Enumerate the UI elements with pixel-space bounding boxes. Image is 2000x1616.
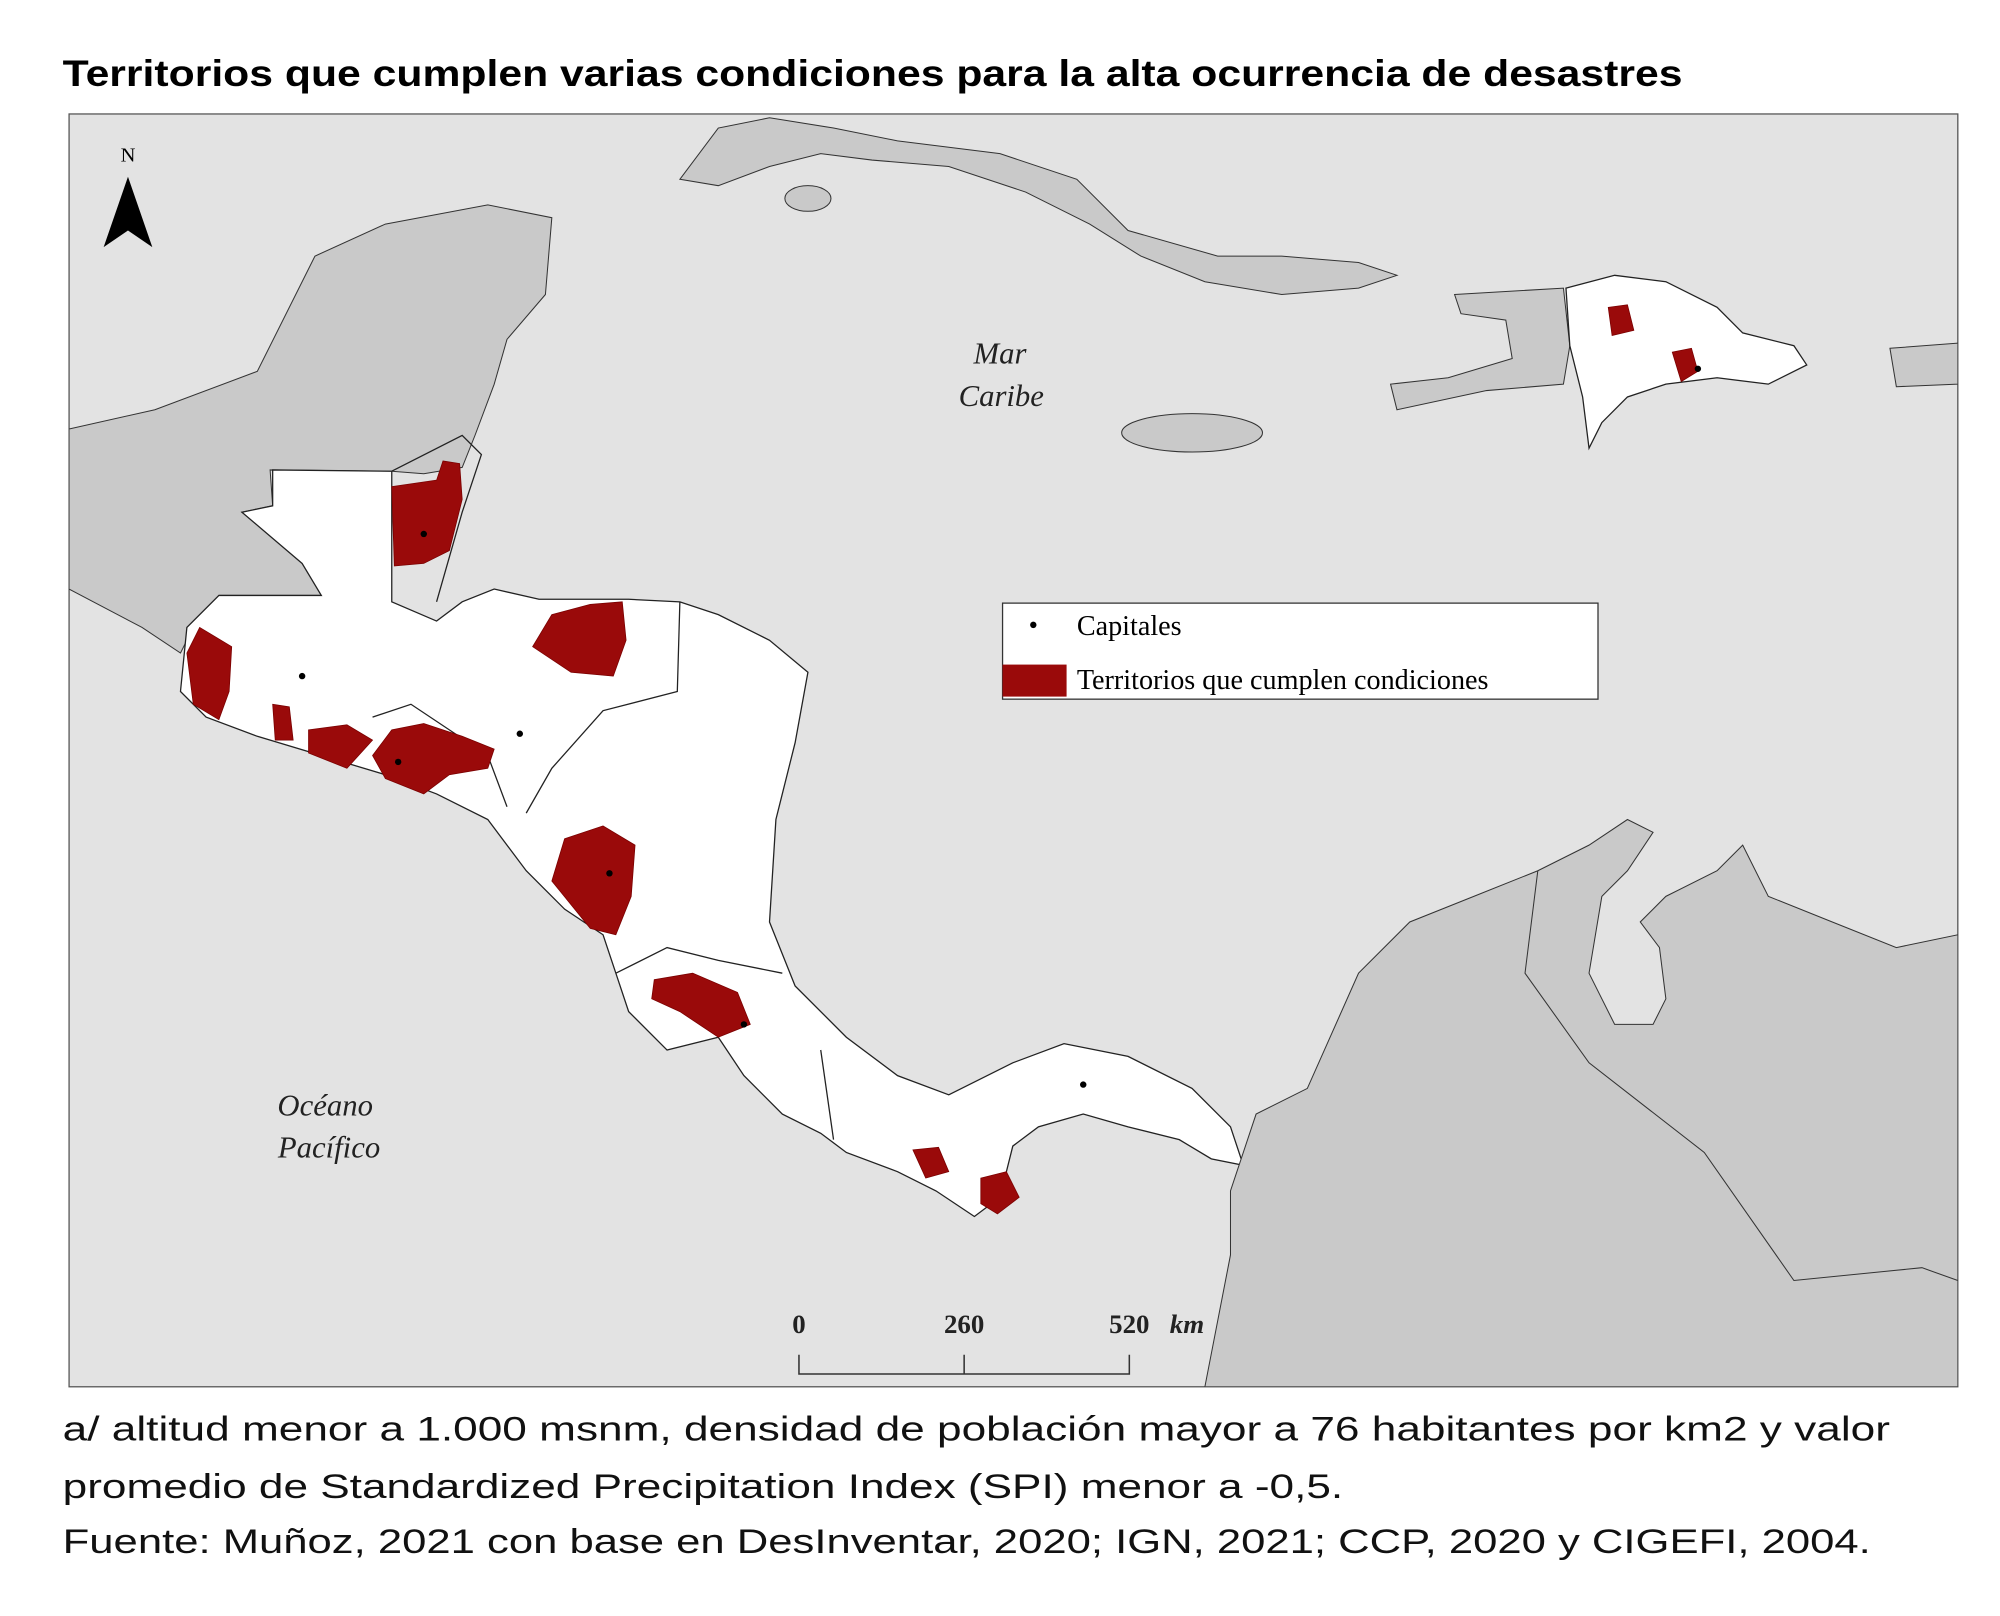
scale-label: 260 — [944, 1309, 984, 1339]
territory — [551, 825, 636, 936]
note: a/ altitud menor a 1.000 msnm, densidad … — [63, 1411, 1890, 1449]
ocean-label: Océano — [277, 1088, 373, 1122]
isla-juventud — [784, 185, 832, 212]
title: Territorios que cumplen varias condicion… — [63, 52, 1683, 94]
capital — [740, 1021, 748, 1028]
capital — [516, 730, 524, 737]
scale-label: 0 — [792, 1309, 805, 1339]
capitals — [298, 365, 1702, 1088]
territory — [272, 703, 294, 741]
capital — [420, 530, 427, 538]
territory — [651, 972, 751, 1038]
cuba — [678, 117, 1399, 296]
legend: Capitales Territorios que cumplen condic… — [1001, 602, 1599, 700]
ocean-label: Pacífico — [277, 1131, 380, 1165]
territories — [186, 304, 1699, 1215]
legend-label: Territorios que cumplen condiciones — [1077, 665, 1489, 696]
scale-line — [798, 1354, 1131, 1375]
capital — [394, 758, 402, 766]
territory — [1607, 304, 1635, 336]
note: promedio de Standardized Precipitation I… — [63, 1468, 1344, 1506]
scale-label: 520 — [1109, 1309, 1149, 1339]
legend-swatch — [1002, 664, 1067, 697]
jamaica — [1121, 413, 1264, 453]
capital — [1080, 1081, 1087, 1088]
legend-box — [1001, 602, 1599, 700]
scale-bar: 0 260 520 km — [792, 1309, 1204, 1375]
north-label: N — [121, 144, 136, 166]
sea-label: Mar — [973, 337, 1028, 371]
territory — [372, 723, 495, 795]
land — [69, 117, 1958, 1387]
territory — [980, 1171, 1020, 1215]
territory — [532, 601, 627, 677]
territory — [186, 626, 233, 721]
territory — [912, 1146, 950, 1179]
legend-label: Capitales — [1077, 611, 1182, 642]
sa-border — [1524, 870, 1958, 1282]
source: Fuente: Muñoz, 2021 con base en DesInven… — [63, 1523, 1871, 1561]
borders — [372, 434, 835, 1140]
scale-unit: km — [1170, 1309, 1204, 1339]
capital — [298, 672, 306, 680]
capital — [1694, 365, 1702, 372]
capital — [606, 870, 613, 877]
territory — [308, 724, 374, 769]
sea-label: Caribe — [959, 379, 1044, 413]
puerto-rico — [1889, 342, 1958, 388]
territory — [391, 460, 463, 567]
north-arrow — [103, 176, 153, 248]
legend-dot — [1030, 621, 1037, 629]
